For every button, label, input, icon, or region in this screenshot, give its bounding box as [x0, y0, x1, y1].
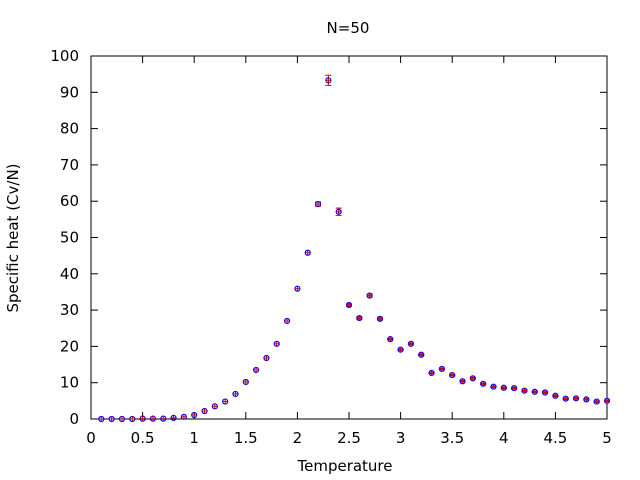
data-point [160, 415, 167, 422]
data-point [511, 385, 518, 392]
data-point [283, 317, 291, 325]
data-point [480, 380, 487, 387]
data-point [572, 395, 580, 402]
data-point [449, 371, 456, 379]
data-point [222, 398, 229, 405]
data-point [541, 389, 549, 396]
x-tick-label: 5 [602, 429, 612, 447]
data-point [170, 414, 177, 422]
data-points [98, 74, 611, 423]
x-tick-label: 4.5 [543, 429, 567, 447]
y-tick-label: 10 [60, 374, 79, 392]
data-point [418, 351, 425, 358]
data-point [469, 375, 476, 382]
chart-title: N=50 [327, 19, 370, 37]
y-tick-label: 60 [60, 192, 79, 210]
x-tick-label: 0.5 [131, 429, 155, 447]
data-point [407, 340, 415, 347]
data-point [98, 415, 105, 423]
data-point [294, 285, 301, 292]
x-tick-label: 2 [293, 429, 303, 447]
x-tick-label: 1 [189, 429, 199, 447]
data-point [108, 415, 115, 423]
data-point [263, 354, 270, 362]
data-point [191, 411, 198, 419]
x-axis-label: Temperature [296, 457, 392, 475]
y-tick-label: 0 [69, 410, 79, 428]
data-point [345, 301, 353, 309]
data-point [129, 415, 136, 423]
data-point [335, 207, 342, 216]
data-point [500, 384, 507, 391]
y-axis-label: Specific heat (Cv/N) [4, 163, 22, 312]
data-point [552, 392, 559, 399]
plot-frame [90, 55, 608, 420]
data-point [325, 74, 332, 86]
data-point [438, 365, 445, 373]
data-point [459, 378, 466, 385]
x-tick-label: 1.5 [234, 429, 258, 447]
data-point [603, 397, 611, 404]
data-point [180, 413, 187, 420]
data-point [387, 336, 394, 343]
data-point [562, 395, 569, 402]
data-point [253, 366, 260, 374]
data-point [593, 398, 600, 405]
y-tick-label: 20 [60, 337, 79, 355]
data-point [356, 314, 363, 322]
data-point [376, 315, 384, 322]
data-point [273, 340, 280, 347]
data-point [531, 388, 538, 395]
data-point [521, 387, 528, 394]
tick-labels: 0 0.5 1 1.5 2 2.5 3 3.5 4 4.5 50102030405060708090… [50, 47, 611, 447]
y-tick-label: 40 [60, 265, 79, 283]
data-point [118, 415, 126, 423]
data-point [211, 403, 218, 410]
x-tick-label: 4 [499, 429, 509, 447]
x-tick-label: 2.5 [337, 429, 361, 447]
x-tick-label: 3.5 [440, 429, 464, 447]
y-tick-label: 50 [60, 229, 79, 247]
y-tick-label: 90 [60, 83, 79, 101]
data-point [149, 415, 157, 422]
data-point [366, 292, 373, 299]
y-tick-label: 80 [60, 120, 79, 138]
x-tick-label: 0 [86, 429, 96, 447]
x-tick-label: 3 [396, 429, 406, 447]
data-point [242, 378, 249, 386]
data-point [397, 346, 404, 353]
data-point [139, 415, 146, 422]
y-tick-label: 30 [60, 301, 79, 319]
data-point [304, 249, 311, 256]
data-point [583, 396, 590, 403]
y-tick-label: 100 [50, 47, 79, 65]
data-point [490, 383, 497, 390]
data-point [428, 369, 435, 376]
data-point [201, 407, 208, 415]
data-point [314, 201, 322, 208]
data-point [232, 390, 239, 398]
y-tick-label: 70 [60, 156, 79, 174]
